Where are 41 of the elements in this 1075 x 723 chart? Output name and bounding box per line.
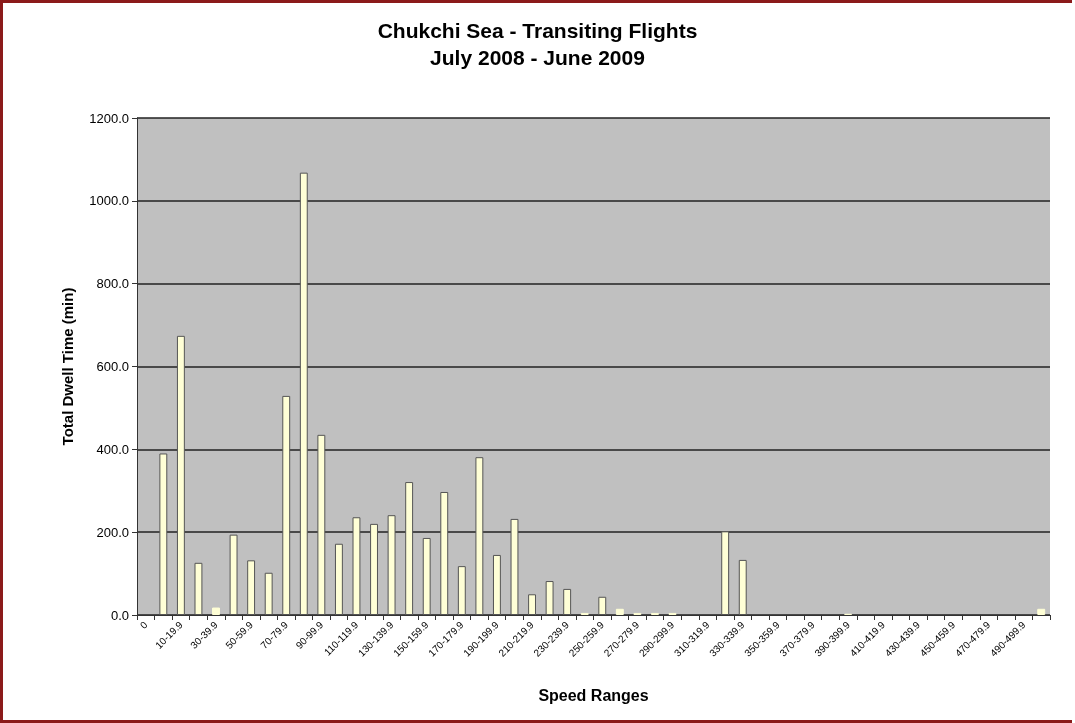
bar	[264, 572, 273, 615]
bar	[1037, 608, 1046, 615]
bar	[212, 607, 220, 615]
bar	[159, 453, 168, 615]
bar	[422, 537, 431, 615]
bar	[545, 581, 554, 615]
y-tick-label: 1200.0	[89, 110, 129, 126]
y-tick-label: 1000.0	[89, 193, 129, 209]
bar	[247, 560, 256, 615]
x-axis-title: Speed Ranges	[538, 686, 649, 704]
bar	[475, 457, 484, 615]
bar	[194, 562, 203, 615]
bar	[563, 588, 572, 615]
chart-subtitle: July 2008 - June 2009	[430, 46, 645, 69]
y-tick-label: 200.0	[96, 524, 129, 540]
bar	[721, 531, 730, 615]
bar	[370, 523, 378, 615]
bar	[229, 534, 238, 615]
y-tick-label: 400.0	[96, 441, 129, 457]
bar	[352, 517, 361, 615]
bar	[598, 596, 607, 615]
bar	[492, 554, 501, 615]
y-tick-label: 0.0	[110, 607, 129, 623]
bar	[317, 434, 326, 615]
bar	[282, 395, 291, 615]
y-tick-label: 800.0	[96, 276, 129, 292]
bar	[299, 172, 308, 615]
bar	[528, 594, 536, 615]
bar	[738, 559, 747, 615]
y-axis-title: Total Dwell Time (min)	[59, 287, 76, 446]
bar	[440, 491, 449, 615]
bar	[457, 566, 466, 615]
y-tick-label: 600.0	[96, 359, 129, 374]
bar	[176, 335, 185, 615]
chart-title: Chukchi Sea - Transiting Flights	[377, 19, 698, 42]
bar	[510, 518, 519, 615]
bar	[405, 482, 414, 615]
x-tick-label: 0	[137, 618, 150, 631]
bar	[615, 608, 624, 615]
bar	[334, 543, 343, 615]
bar	[387, 515, 396, 615]
